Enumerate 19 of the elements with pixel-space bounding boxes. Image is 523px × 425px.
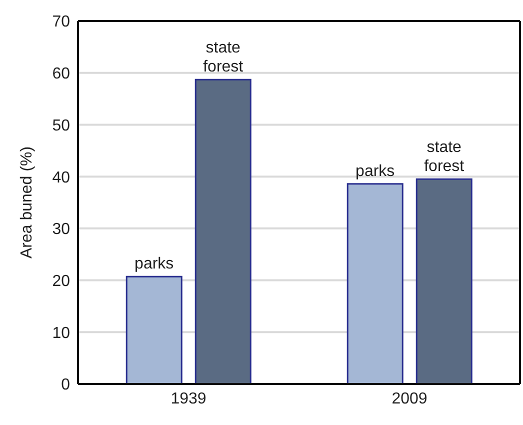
series-label: state forest xyxy=(203,40,244,76)
text: state forest xyxy=(424,139,464,176)
bar xyxy=(346,183,404,384)
bar xyxy=(416,178,472,384)
series-label: parks xyxy=(134,256,174,273)
y-tick-label: 60 xyxy=(52,66,70,83)
bar xyxy=(194,78,252,384)
y-tick-label: 20 xyxy=(52,272,70,290)
bar xyxy=(126,276,182,384)
y-tick-label: 30 xyxy=(52,221,70,238)
x-tick-label: 1939 xyxy=(170,390,206,408)
text: parks xyxy=(356,162,395,180)
y-tick-label: 50 xyxy=(52,117,70,134)
y-tick-label: 70 xyxy=(52,14,70,31)
y-tick-label: 10 xyxy=(52,324,70,342)
x-tick-label: 2009 xyxy=(392,390,428,408)
y-axis-title: Area buned (%) xyxy=(18,146,36,259)
y-tick-label: 40 xyxy=(52,169,70,186)
y-tick-label: 0 xyxy=(61,376,70,394)
